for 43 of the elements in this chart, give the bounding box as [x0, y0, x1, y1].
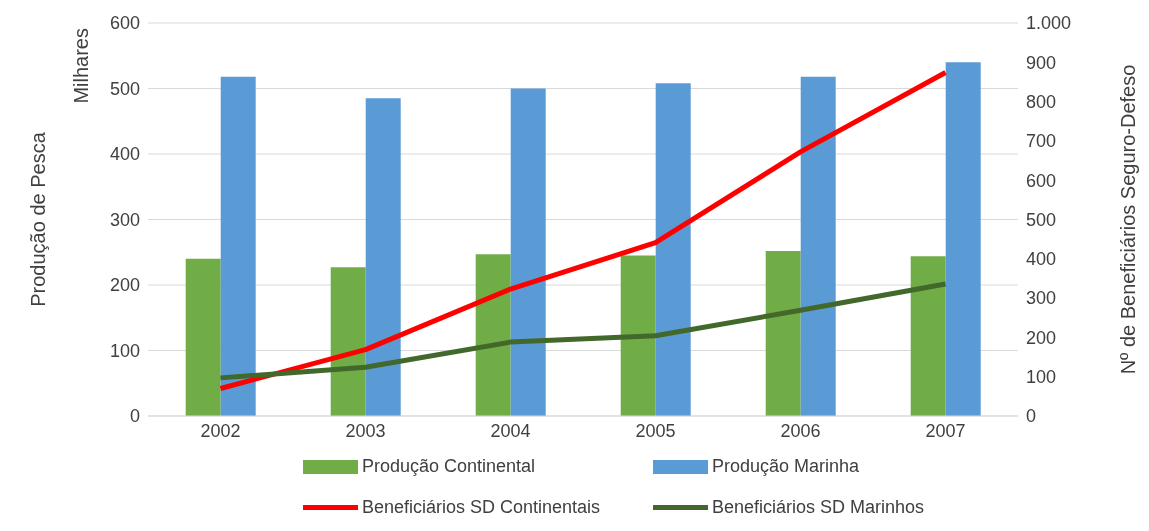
y2-tick-label: 0: [1026, 406, 1037, 427]
y-tick-label: 200: [109, 275, 140, 296]
y2-tick-label: 900: [1026, 52, 1057, 73]
bar: [800, 76, 836, 416]
bar: [185, 258, 221, 416]
x-tick-label: 2004: [490, 420, 531, 441]
y2-tick-label: 400: [1026, 249, 1057, 270]
bar: [220, 76, 256, 416]
bar: [945, 62, 981, 416]
y2-tick-label: 700: [1026, 131, 1057, 152]
bar: [620, 255, 656, 416]
x-tick-label: 2003: [345, 420, 386, 441]
y-tick-label: 600: [109, 13, 140, 34]
bar: [475, 254, 511, 416]
bar: [655, 83, 691, 416]
x-tick-label: 2002: [200, 420, 241, 441]
y2-tick-label: 600: [1026, 170, 1057, 191]
bar: [330, 267, 366, 416]
y2-tick-label: 800: [1026, 91, 1057, 112]
legend-label: Beneficiários SD Continentais: [362, 497, 601, 518]
y2-tick-label: 500: [1026, 209, 1057, 230]
text: Milhares: [70, 28, 93, 104]
y2-tick-label: 100: [1026, 367, 1057, 388]
x-tick-label: 2005: [635, 420, 676, 441]
x-tick-label: 2006: [780, 420, 821, 441]
y2-axis-title: Nº de Beneficiários Seguro-Defeso: [1117, 64, 1140, 375]
legend-label: Produção Marinha: [712, 456, 860, 477]
y-axis-title: Produção de Pesca: [27, 131, 50, 307]
bar: [365, 98, 401, 416]
y2-tick-label: 1.000: [1026, 13, 1072, 34]
legend-label: Beneficiários SD Marinhos: [712, 497, 925, 518]
y-tick-label: 0: [129, 406, 140, 427]
y-tick-label: 300: [109, 209, 140, 230]
y2-tick-label: 300: [1026, 288, 1057, 309]
bar: [765, 250, 801, 416]
bar: [510, 88, 546, 416]
y-tick-label: 100: [109, 340, 140, 361]
legend-label: Produção Continental: [362, 456, 536, 477]
y2-tick-label: 200: [1026, 327, 1057, 348]
bar: [910, 256, 946, 416]
x-tick-label: 2007: [925, 420, 966, 441]
y-tick-label: 500: [109, 78, 140, 99]
y-tick-label: 400: [109, 144, 140, 165]
